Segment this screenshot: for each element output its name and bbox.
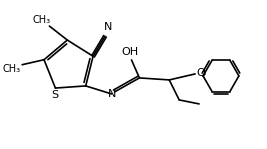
Text: CH₃: CH₃: [2, 64, 20, 74]
Text: S: S: [51, 90, 58, 100]
Text: N: N: [104, 22, 112, 32]
Text: O: O: [197, 68, 206, 78]
Text: OH: OH: [121, 47, 138, 57]
Text: N: N: [107, 89, 116, 99]
Text: CH₃: CH₃: [32, 15, 50, 25]
